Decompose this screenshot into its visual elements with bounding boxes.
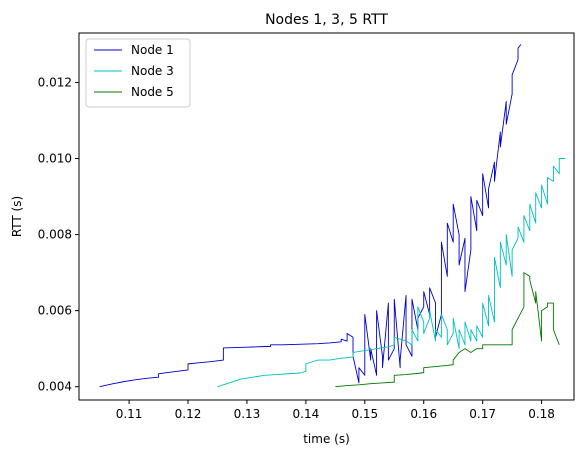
- series-line-2: [217, 158, 566, 388]
- x-tick-label: 0.12: [175, 407, 202, 421]
- y-axis-label: RTT (s): [10, 196, 24, 237]
- y-tick-label: 0.012: [38, 75, 72, 89]
- x-tick-label: 0.15: [351, 407, 378, 421]
- legend: Node 1 Node 3 Node 5: [85, 38, 191, 108]
- x-tick-label: 0.14: [293, 407, 320, 421]
- y-tick-label: 0.006: [38, 304, 72, 318]
- y-axis: 0.004 0.006 0.008 0.010 0.012: [38, 75, 79, 394]
- x-axis: 0.11 0.12 0.13 0.14 0.15 0.16 0.17 0.18: [116, 400, 555, 421]
- y-tick-label: 0.008: [38, 228, 72, 242]
- legend-box: [85, 38, 191, 108]
- chart-title: Nodes 1, 3, 5 RTT: [265, 12, 388, 28]
- x-tick-label: 0.18: [528, 407, 555, 421]
- series-line-3: [335, 272, 560, 388]
- y-tick-label: 0.004: [38, 380, 72, 394]
- y-tick-label: 0.010: [38, 152, 72, 166]
- series-line-1: [99, 44, 522, 388]
- x-tick-label: 0.16: [410, 407, 437, 421]
- series-layer: [99, 44, 566, 388]
- x-tick-label: 0.13: [234, 407, 261, 421]
- x-tick-label: 0.17: [469, 407, 496, 421]
- x-axis-label: time (s): [303, 432, 350, 446]
- legend-label-1: Node 1: [131, 43, 174, 57]
- x-tick-label: 0.11: [116, 407, 143, 421]
- legend-label-3: Node 5: [131, 85, 174, 99]
- legend-label-2: Node 3: [131, 64, 174, 78]
